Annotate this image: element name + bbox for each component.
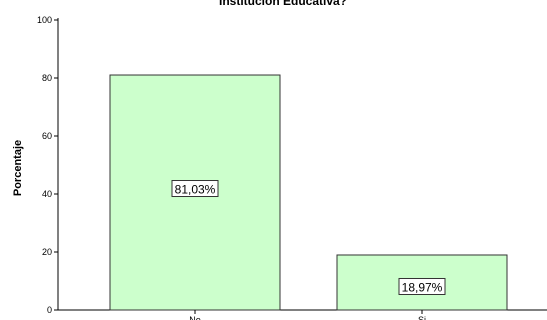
- y-tick-label: 40: [42, 189, 52, 199]
- x-tick-label: Si: [418, 315, 426, 320]
- chart-title: Institución Educativa?: [219, 0, 347, 8]
- x-tick-label: No: [189, 315, 201, 320]
- y-axis-label: Porcentaje: [12, 140, 24, 196]
- data-label: 18,97%: [402, 280, 443, 294]
- y-tick-label: 60: [42, 131, 52, 141]
- y-tick-label: 20: [42, 247, 52, 257]
- data-label: 81,03%: [175, 183, 216, 197]
- data-label-box: [398, 277, 446, 295]
- y-tick-label: 80: [42, 73, 52, 83]
- y-tick-label: 0: [47, 305, 52, 315]
- data-label-box: [171, 180, 219, 198]
- y-tick-label: 100: [37, 15, 52, 25]
